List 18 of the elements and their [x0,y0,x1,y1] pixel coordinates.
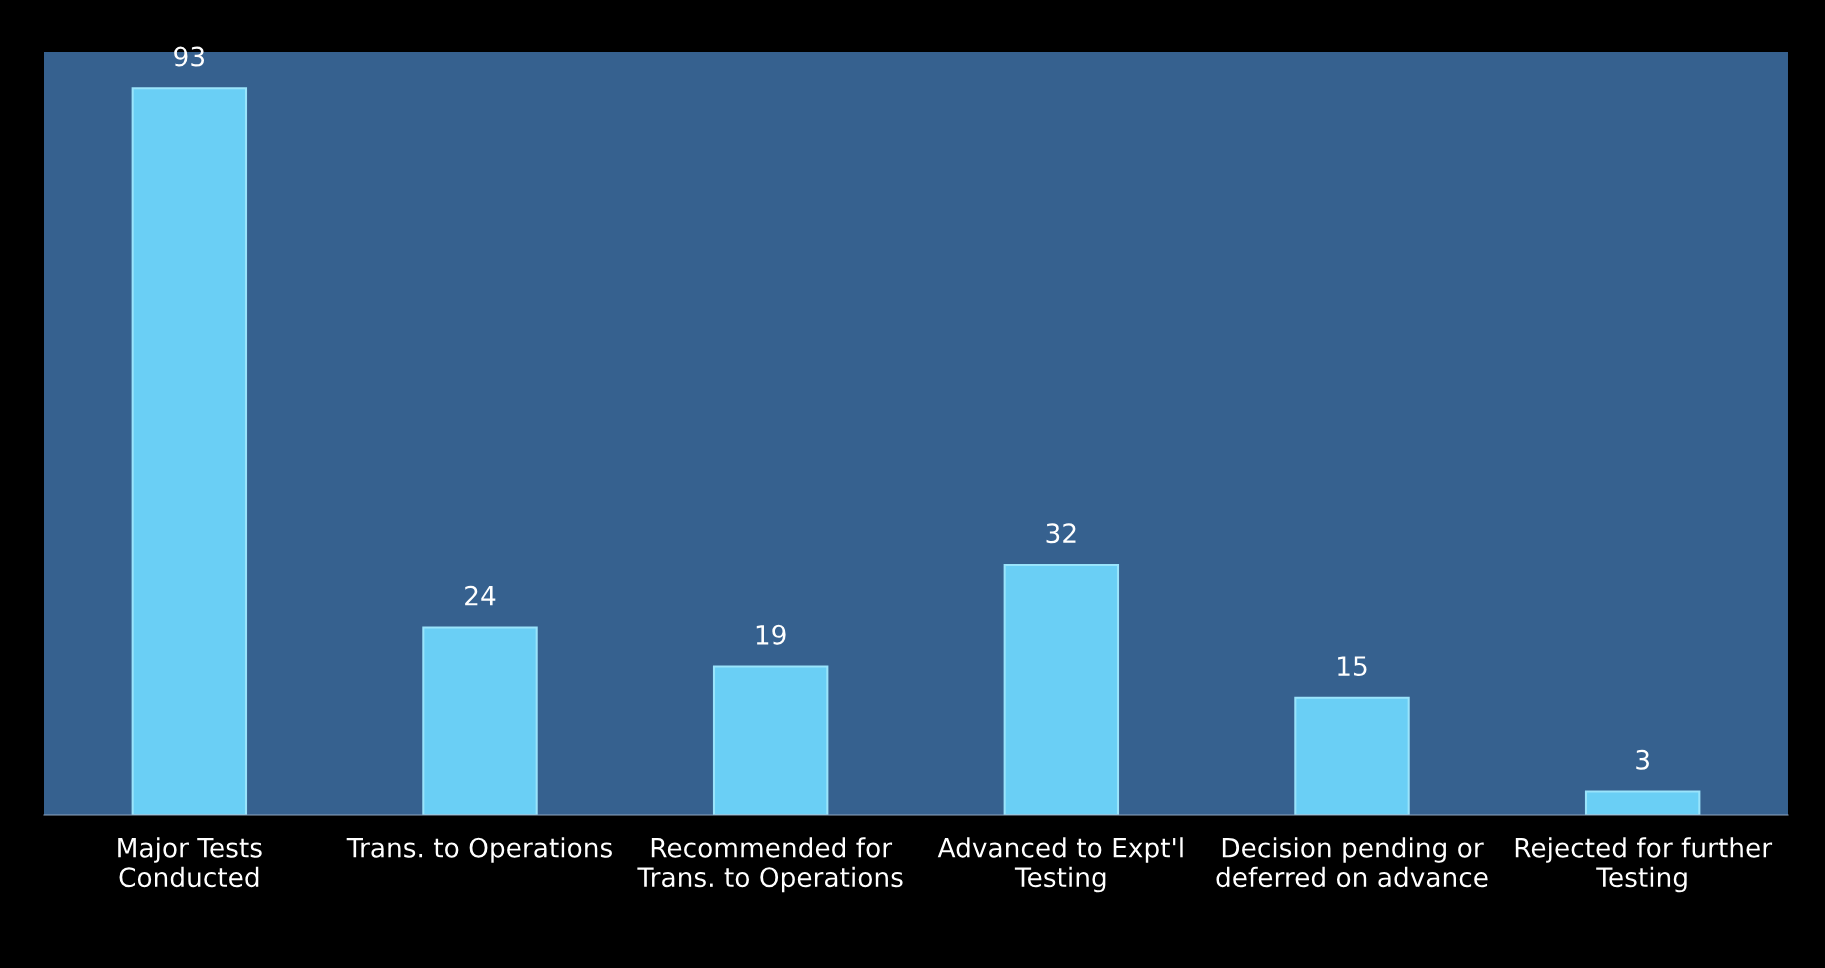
bar [1584,790,1701,815]
x-tick-label: Decision pending or deferred on advance [1216,837,1488,888]
data-label: 19 [756,624,786,645]
bar [1003,563,1120,815]
data-label: 32 [1046,523,1076,544]
bar [712,665,829,815]
x-tick-label: Major Tests Conducted [118,837,262,888]
x-tick-label: Advanced to Expt'l Testing [937,837,1183,893]
x-tick-label: Rejected for further Testing [1515,837,1773,893]
x-tick-label: Trans. to Operations [346,837,612,863]
bar [422,626,538,815]
bar [1294,696,1410,815]
data-label: 93 [174,46,205,67]
x-tick-label: Recommended for Trans. to Operations [637,837,903,893]
data-label: 3 [1636,749,1649,770]
data-label: 24 [465,585,496,606]
data-label: 15 [1338,656,1367,677]
bar [131,87,248,815]
